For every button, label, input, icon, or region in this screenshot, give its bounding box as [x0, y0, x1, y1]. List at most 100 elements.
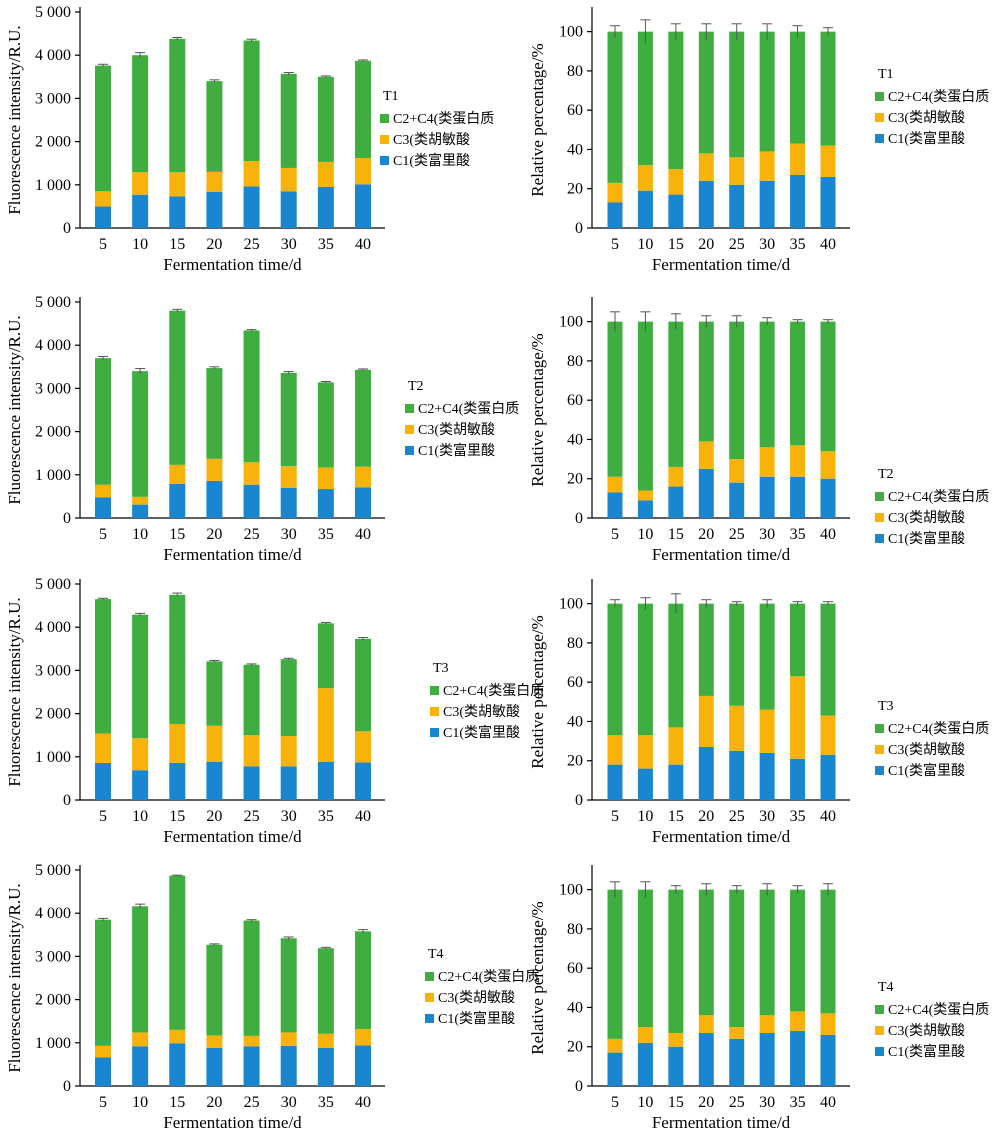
bar-segment-c1 [729, 184, 745, 228]
y-tick-label: 60 [567, 960, 583, 977]
y-tick-label: 40 [567, 713, 583, 730]
y-tick-label: 5 000 [35, 576, 71, 593]
bar-segment-c1 [132, 194, 149, 228]
bar-segment-c2c4 [637, 603, 653, 736]
legend-label-c1: C1(类富里酸 [393, 152, 470, 169]
bar-segment-c2c4 [280, 659, 297, 737]
x-tick-label: 5 [99, 1094, 107, 1111]
bar-segment-c3 [355, 158, 371, 185]
bar-segment-c3 [790, 676, 806, 759]
x-tick-label: 30 [281, 526, 297, 543]
bar-segment-c1 [668, 1046, 684, 1086]
x-tick-label: 30 [281, 1094, 297, 1111]
y-tick-label: 0 [63, 510, 71, 527]
x-tick-label: 20 [698, 1094, 714, 1111]
bar-segment-c2c4 [280, 73, 297, 168]
bar-segment-c1 [698, 180, 714, 228]
x-tick-label: 25 [244, 808, 260, 825]
legend-label-c2c4: C2+C4(类蛋白质 [888, 89, 989, 105]
bar-segment-c1 [668, 194, 684, 228]
y-tick-label: 0 [575, 792, 583, 809]
bar-segment-c2c4 [206, 661, 223, 726]
bar-segment-c3 [280, 736, 297, 767]
x-tick-label: 20 [206, 808, 222, 825]
x-tick-label: 25 [729, 526, 745, 543]
bar-segment-c1 [206, 761, 223, 800]
bar-segment-c3 [698, 695, 714, 747]
x-tick-label: 30 [281, 808, 297, 825]
bar-segment-c2c4 [206, 81, 223, 172]
legend-swatch-c1 [430, 728, 439, 737]
bar-segment-c3 [317, 1033, 334, 1048]
x-tick-label: 40 [820, 526, 836, 543]
bar-segment-c2c4 [607, 321, 623, 477]
bar-segment-c2c4 [790, 321, 806, 446]
x-axis-title: Fermentation time/d [652, 1113, 791, 1132]
bar-segment-c3 [668, 1032, 684, 1047]
legend: T4 C2+C4(类蛋白质 C3(类胡敏酸 C1(类富里酸 [875, 980, 989, 1060]
bar-segment-c1 [698, 468, 714, 518]
legend-label-c3: C3(类胡敏酸 [888, 510, 965, 526]
legend-swatch-c3 [380, 135, 389, 144]
bar-segment-c3 [206, 725, 223, 762]
bar-segment-c3 [317, 688, 334, 762]
legend-swatch-c1 [875, 534, 884, 543]
bar-segment-c2c4 [169, 594, 186, 724]
legend-label-c2c4: C2+C4(类蛋白质 [443, 683, 544, 699]
legend-label-c3: C3(类胡敏酸 [888, 1023, 965, 1039]
legend-swatch-c2c4 [380, 114, 389, 123]
chart-t4-percentage: 0 20 40 60 80 100 5 10 15 20 25 30 35 40 Fermentation … [528, 865, 989, 1132]
legend-label-c1: C1(类富里酸 [418, 442, 495, 459]
legend-label-c1: C1(类富里酸 [443, 724, 520, 741]
bar-segment-c2c4 [317, 623, 334, 689]
bar-segment-c2c4 [243, 920, 260, 1036]
x-axis-title: Fermentation time/d [652, 255, 791, 274]
x-tick-label: 35 [318, 808, 334, 825]
bar-segment-c1 [355, 1045, 371, 1086]
bar-segment-c3 [355, 1028, 371, 1046]
bar-segment-c2c4 [820, 321, 836, 452]
y-tick-label: 1 000 [35, 749, 71, 766]
x-axis-title: Fermentation time/d [652, 545, 791, 564]
legend-swatch-c1 [405, 446, 414, 455]
y-tick-label: 5 000 [35, 4, 71, 21]
legend: T1 C2+C4(类蛋白质 C3(类胡敏酸 C1(类富里酸 [380, 89, 494, 169]
bar-segment-c3 [729, 1027, 745, 1039]
x-tick-label: 25 [729, 808, 745, 825]
legend-swatch-c3 [875, 745, 884, 754]
bar-segment-c1 [280, 766, 297, 800]
legend-swatch-c2c4 [425, 972, 434, 981]
x-tick-label: 40 [355, 526, 371, 543]
x-tick-label: 10 [637, 808, 653, 825]
bar-segment-c3 [698, 1015, 714, 1033]
x-tick-label: 5 [99, 526, 107, 543]
bar-segment-c1 [243, 484, 260, 518]
y-tick-label: 40 [567, 141, 583, 158]
bar-segment-c3 [759, 151, 775, 181]
bar-segment-c1 [637, 768, 653, 800]
bar-segment-c2c4 [729, 603, 745, 706]
bar-segment-c3 [637, 490, 653, 501]
legend-label-c2c4: C2+C4(类蛋白质 [393, 111, 494, 127]
y-tick-label: 100 [559, 24, 583, 41]
legend-swatch-c1 [425, 1014, 434, 1023]
x-tick-label: 30 [759, 236, 775, 253]
legend-label-c2c4: C2+C4(类蛋白质 [888, 489, 989, 505]
y-tick-label: 100 [559, 314, 583, 331]
bar-segment-c2c4 [206, 944, 223, 1036]
legend-label-c2c4: C2+C4(类蛋白质 [418, 401, 519, 417]
bar-segment-c2c4 [280, 938, 297, 1033]
bar-segment-c1 [820, 754, 836, 800]
legend-swatch-c3 [875, 113, 884, 122]
y-tick-label: 2 000 [35, 992, 71, 1009]
bar-segment-c2c4 [698, 603, 714, 696]
bar-segment-c1 [759, 752, 775, 800]
bar-segment-c2c4 [668, 31, 684, 170]
y-tick-label: 80 [567, 63, 583, 80]
bar-segment-c3 [95, 191, 111, 207]
y-tick-label: 20 [567, 753, 583, 770]
y-tick-label: 2 000 [35, 706, 71, 723]
y-tick-label: 1 000 [35, 1035, 71, 1052]
chart-t3-intensity: 0 1 000 2 000 3 000 4 000 5 000 5 10 15 20 25 30 35 4… [5, 576, 544, 846]
x-tick-label: 35 [318, 526, 334, 543]
